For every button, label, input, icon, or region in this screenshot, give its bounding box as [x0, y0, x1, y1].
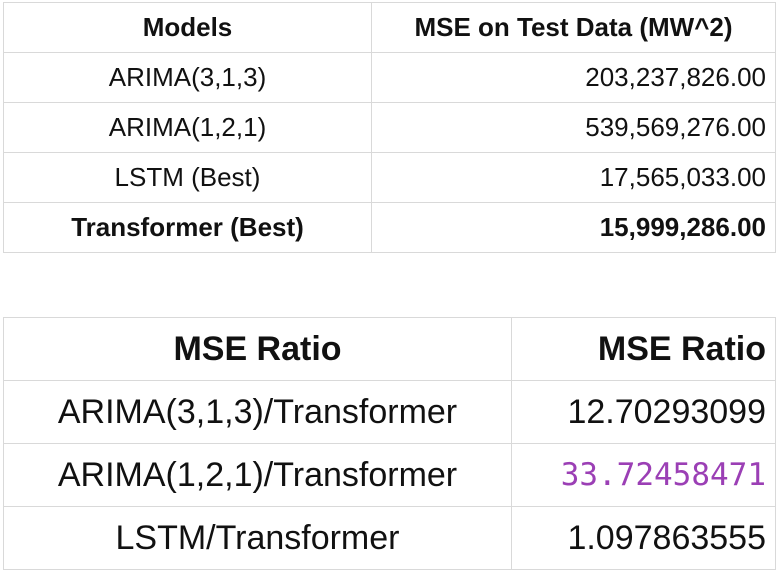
ratio-value-column-header[interactable]: MSE Ratio	[511, 317, 776, 381]
mse-value-cell[interactable]: 203,237,826.00	[371, 52, 776, 103]
mse-table: Models MSE on Test Data (MW^2) ARIMA(3,1…	[3, 2, 776, 253]
ratio-pair-cell[interactable]: ARIMA(3,1,3)/Transformer	[3, 380, 512, 444]
mse-value-cell[interactable]: 17,565,033.00	[371, 152, 776, 203]
ratio-table-header-row: MSE Ratio MSE Ratio	[3, 317, 776, 381]
table-row: ARIMA(1,2,1) 539,569,276.00	[3, 102, 776, 153]
models-column-header[interactable]: Models	[3, 2, 372, 53]
table-row: ARIMA(1,2,1)/Transformer 33.72458471	[3, 443, 776, 507]
mse-value-cell[interactable]: 15,999,286.00	[371, 202, 776, 253]
mse-table-header-row: Models MSE on Test Data (MW^2)	[3, 2, 776, 53]
table-row-best: Transformer (Best) 15,999,286.00	[3, 202, 776, 253]
model-name-cell[interactable]: ARIMA(3,1,3)	[3, 52, 372, 103]
mse-column-header[interactable]: MSE on Test Data (MW^2)	[371, 2, 776, 53]
table-row: ARIMA(3,1,3) 203,237,826.00	[3, 52, 776, 103]
ratio-pair-cell[interactable]: LSTM/Transformer	[3, 506, 512, 570]
ratio-pair-column-header[interactable]: MSE Ratio	[3, 317, 512, 381]
ratio-table: MSE Ratio MSE Ratio ARIMA(3,1,3)/Transfo…	[3, 317, 776, 570]
model-name-cell[interactable]: ARIMA(1,2,1)	[3, 102, 372, 153]
ratio-value-cell[interactable]: 12.70293099	[511, 380, 776, 444]
table-row: ARIMA(3,1,3)/Transformer 12.70293099	[3, 380, 776, 444]
ratio-pair-cell[interactable]: ARIMA(1,2,1)/Transformer	[3, 443, 512, 507]
ratio-value-cell-highlighted[interactable]: 33.72458471	[511, 443, 776, 507]
model-name-cell[interactable]: Transformer (Best)	[3, 202, 372, 253]
mse-value-cell[interactable]: 539,569,276.00	[371, 102, 776, 153]
table-row: LSTM (Best) 17,565,033.00	[3, 152, 776, 203]
model-name-cell[interactable]: LSTM (Best)	[3, 152, 372, 203]
ratio-value-cell[interactable]: 1.097863555	[511, 506, 776, 570]
table-row: LSTM/Transformer 1.097863555	[3, 506, 776, 570]
